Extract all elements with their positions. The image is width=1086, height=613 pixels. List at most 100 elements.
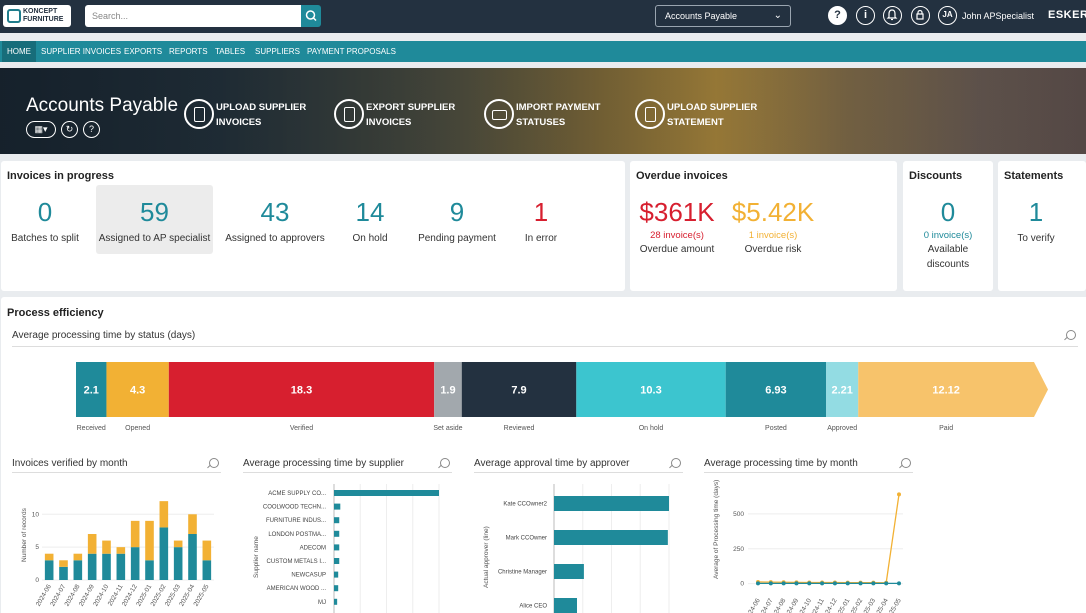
nav-reports[interactable]: REPORTS bbox=[169, 47, 208, 56]
user-name[interactable]: John APSpecialist bbox=[962, 11, 1035, 21]
kpi-overdue-risk[interactable]: $5.42K 1 invoice(s) Overdue risk bbox=[731, 197, 815, 255]
upload-statement-icon bbox=[635, 99, 665, 129]
approver-time-chart: Actual approver (line) Kate CCOwner2 Mark … bbox=[483, 484, 670, 613]
kpi-in-error[interactable]: 1 In error bbox=[524, 197, 558, 244]
search-button[interactable] bbox=[301, 5, 321, 27]
zoom-icon[interactable] bbox=[209, 458, 219, 468]
status-segment bbox=[826, 362, 859, 417]
segment-category-label: Received bbox=[77, 425, 106, 432]
bar bbox=[116, 547, 126, 554]
nav-payment-proposals[interactable]: PAYMENT PROPOSALS bbox=[307, 47, 396, 56]
category-label: COOLWOOD TECHN... bbox=[263, 505, 326, 511]
segment-category-label: Posted bbox=[765, 425, 787, 432]
y-tick-label: 250 bbox=[733, 546, 744, 553]
refresh-icon[interactable]: ↻ bbox=[61, 121, 78, 138]
discounts-card: Discounts 0 0 invoice(s) Available disco… bbox=[903, 161, 993, 291]
y-axis-label: Actual approver (line) bbox=[483, 526, 490, 588]
status-segment bbox=[576, 362, 726, 417]
y-tick-label: 10 bbox=[32, 511, 40, 518]
series-point bbox=[884, 581, 889, 586]
nav-suppliers[interactable]: SUPPLIERS bbox=[255, 47, 300, 56]
bar bbox=[145, 560, 154, 580]
help-icon[interactable]: ? bbox=[828, 6, 847, 25]
lock-icon[interactable] bbox=[911, 6, 930, 25]
upload-invoice-icon bbox=[184, 99, 214, 129]
nav-home[interactable]: HOME bbox=[2, 41, 36, 62]
category-label: Alice CEO bbox=[519, 604, 547, 610]
bar bbox=[202, 560, 212, 580]
main-nav: HOME SUPPLIER INVOICES EXPORTS REPORTS T… bbox=[0, 41, 1086, 62]
zoom-icon[interactable] bbox=[671, 458, 681, 468]
category-label: NEWCASUP bbox=[291, 573, 326, 579]
segment-category-label: Set aside bbox=[433, 425, 462, 432]
y-axis-label: Supplier name bbox=[253, 536, 260, 578]
selected-kpi-highlight bbox=[96, 185, 213, 254]
overdue-invoices-card: Overdue invoices $361K 28 invoice(s) Ove… bbox=[630, 161, 897, 291]
segment-value-label: 12.12 bbox=[932, 385, 960, 397]
chart-title-time-by-month: Average processing time by month bbox=[704, 458, 858, 469]
zoom-icon[interactable] bbox=[1066, 330, 1076, 340]
nav-supplier-invoices[interactable]: SUPPLIER INVOICES bbox=[41, 47, 122, 56]
bar bbox=[554, 564, 584, 579]
category-label: Mark CCOwner bbox=[506, 536, 547, 542]
bell-icon[interactable] bbox=[883, 6, 902, 25]
segment-value-label: 18.3 bbox=[291, 385, 312, 397]
x-tick-label: 2024-11 bbox=[808, 597, 826, 613]
avatar[interactable]: JA bbox=[938, 6, 957, 25]
hero-banner: Accounts Payable ▦▾ ↻ ? UPLOAD SUPPLIER … bbox=[0, 68, 1086, 154]
segment-value-label: 7.9 bbox=[511, 385, 526, 397]
kpi-assigned-to-approvers[interactable]: 43 Assigned to approvers bbox=[225, 197, 325, 244]
status-segment bbox=[434, 362, 462, 417]
module-select[interactable]: Accounts Payable ⌄ bbox=[655, 5, 791, 27]
search-icon bbox=[305, 10, 317, 22]
kpi-statements-to-verify[interactable]: 1 To verify bbox=[1017, 197, 1055, 244]
bar bbox=[188, 514, 197, 534]
kpi-assigned-to-ap-specialist[interactable]: 59 Assigned to AP specialist bbox=[98, 197, 211, 244]
bar bbox=[130, 520, 140, 548]
series-point bbox=[871, 581, 876, 586]
segment-category-label: Opened bbox=[125, 425, 150, 432]
series-point bbox=[768, 581, 773, 586]
segment-category-label: Paid bbox=[939, 425, 953, 432]
chart-title-approval-by-approver: Average approval time by approver bbox=[474, 458, 630, 469]
bar bbox=[334, 598, 338, 605]
nav-tables[interactable]: TABLES bbox=[215, 47, 246, 56]
y-tick-label: 0 bbox=[740, 581, 744, 588]
time-by-month-line-chart: Average of Processing time (days) 0 250 500… bbox=[713, 480, 903, 613]
segment-category-label: Verified bbox=[290, 425, 313, 432]
help-circle-icon[interactable]: ? bbox=[83, 121, 100, 138]
card-title: Overdue invoices bbox=[636, 170, 728, 182]
company-logo[interactable]: KONCEPT FURNITURE bbox=[3, 5, 71, 27]
kpi-overdue-amount[interactable]: $361K 28 invoice(s) Overdue amount bbox=[639, 197, 715, 255]
bar bbox=[159, 527, 169, 580]
logo-mark-icon bbox=[7, 9, 21, 23]
series-point bbox=[897, 492, 901, 497]
search-input[interactable] bbox=[85, 5, 301, 27]
kpi-available-discounts[interactable]: 0 0 invoice(s) Available discounts bbox=[923, 197, 973, 270]
section-title: Process efficiency bbox=[7, 307, 104, 319]
bar bbox=[554, 530, 668, 545]
segment-category-label: On hold bbox=[639, 425, 664, 432]
zoom-icon[interactable] bbox=[440, 458, 450, 468]
bar bbox=[554, 496, 669, 511]
info-icon[interactable]: i bbox=[856, 6, 875, 25]
bar bbox=[44, 553, 54, 561]
chart-view-icon[interactable]: ▦▾ bbox=[26, 121, 56, 138]
top-bar: KONCEPT FURNITURE Accounts Payable ⌄ ? i… bbox=[0, 0, 1086, 33]
kpi-on-hold[interactable]: 14 On hold bbox=[352, 197, 388, 244]
series-point bbox=[794, 581, 799, 586]
nav-exports[interactable]: EXPORTS bbox=[124, 47, 163, 56]
bar bbox=[334, 530, 340, 537]
kpi-batches-to-split[interactable]: 0 Batches to split bbox=[11, 197, 79, 244]
bar bbox=[130, 547, 140, 580]
segment-value-label: 2.1 bbox=[84, 385, 99, 397]
bar bbox=[554, 598, 577, 613]
zoom-icon[interactable] bbox=[901, 458, 911, 468]
segment-value-label: 2.21 bbox=[832, 385, 853, 397]
chart-title-verified-by-month: Invoices verified by month bbox=[12, 458, 128, 469]
segment-value-label: 1.9 bbox=[440, 385, 455, 397]
kpi-pending-payment[interactable]: 9 Pending payment bbox=[418, 197, 496, 244]
esker-logo: ESKER bbox=[1048, 9, 1086, 21]
card-title: Statements bbox=[1004, 170, 1064, 182]
bar bbox=[145, 520, 154, 561]
